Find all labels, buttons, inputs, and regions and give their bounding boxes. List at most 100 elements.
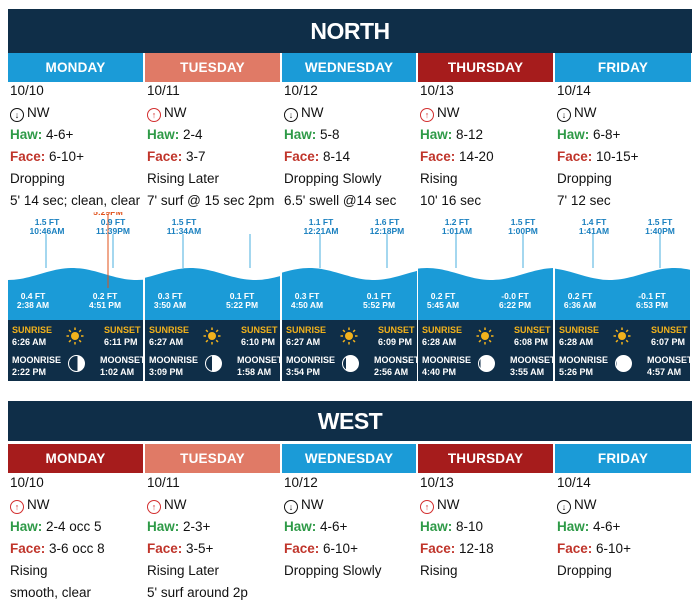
haw-label: Haw: — [420, 519, 453, 534]
haw-value: 4-6+ — [320, 519, 348, 534]
face-label: Face: — [557, 541, 593, 556]
face-value: 3-5+ — [186, 541, 214, 556]
forecast-date: 10/13 — [420, 475, 454, 490]
haw-label: Haw: — [147, 127, 180, 142]
hawaiian-scale-row: Haw: 8-12 — [419, 124, 555, 146]
haw-label: Haw: — [557, 127, 590, 142]
tide-high1-t: 10:46AM — [29, 226, 65, 236]
hawaiian-scale-row: Haw: 6-8+ — [556, 124, 692, 146]
tide-high2: 1.6 FT — [374, 217, 400, 227]
direction-value: NW — [301, 105, 324, 120]
hawaiian-scale-row: Haw: 2-4 — [146, 124, 282, 146]
day-header-monday[interactable]: MONDAY — [8, 444, 143, 473]
hawaiian-scale-row: Haw: 8-10 — [419, 516, 555, 538]
day-header-thursday[interactable]: THURSDAY — [418, 444, 553, 473]
tide-high2-t: 12:18PM — [369, 226, 405, 236]
trend-text: Rising — [420, 171, 458, 186]
haw-label: Haw: — [147, 519, 180, 534]
forecast-column-monday: 10/10 ↓ NW Haw: 4-6+ Face: 6-10+ Dropping 5' 1… — [9, 80, 145, 212]
hawaiian-scale-row: Haw: 5-8 — [283, 124, 419, 146]
trend-text: Rising — [420, 563, 458, 578]
arrow-up-circle-icon: ↑ — [420, 500, 434, 514]
sunrise-label: SUNRISE — [559, 325, 600, 335]
sun-icon — [66, 327, 84, 345]
swell-direction: ↓ NW — [283, 494, 419, 516]
hawaiian-scale-row: Haw: 4-6+ — [556, 516, 692, 538]
tide-low2: 0.2 FT — [92, 291, 118, 301]
arrow-up-circle-icon: ↑ — [10, 500, 24, 514]
haw-value: 4-6+ — [46, 127, 74, 142]
sun-icon — [340, 327, 358, 345]
haw-label: Haw: — [284, 127, 317, 142]
sun-icon — [613, 327, 631, 345]
moonset-time: 1:58 AM — [237, 367, 272, 377]
moon-phase-icon — [478, 355, 495, 372]
day-header-wednesday[interactable]: WEDNESDAY — [282, 444, 416, 473]
tide-chart: 1.5 FT 10:46AM 0.9 FT 11:39PM 0.4 FT 2:38 AM 0… — [8, 212, 143, 320]
tide-chart: 1.1 FT 12:21AM 1.6 FT 12:18PM 0.3 FT 4:50 AM 0… — [282, 212, 417, 320]
day-header-wednesday[interactable]: WEDNESDAY — [282, 53, 416, 82]
sunset-time: 6:09 PM — [378, 337, 413, 347]
face-value: 3-7 — [186, 149, 206, 164]
tide-wave — [418, 234, 553, 320]
moonset-label: MOONSET — [510, 355, 556, 365]
tide-low2-t: 5:52 PM — [362, 300, 396, 310]
swell-direction: ↓ NW — [9, 102, 145, 124]
tide-low2: -0.1 FT — [638, 291, 666, 301]
sunrise-time: 6:27 AM — [149, 337, 184, 347]
day-header-friday[interactable]: FRIDAY — [555, 444, 691, 473]
tide-high2: 1.5 FT — [647, 217, 673, 227]
sunrise-label: SUNRISE — [422, 325, 463, 335]
moonrise-label: MOONRISE — [559, 355, 609, 365]
forecast-date: 10/12 — [284, 475, 318, 490]
sunrise-time: 6:28 AM — [559, 337, 594, 347]
face-height-row: Face: 3-7 — [146, 146, 282, 168]
moonrise-time: 2:22 PM — [12, 367, 47, 377]
sunrise-time: 6:28 AM — [422, 337, 457, 347]
face-value: 6-10+ — [49, 149, 84, 164]
face-label: Face: — [147, 541, 183, 556]
tide-high1-t: 1:01AM — [441, 226, 473, 236]
face-label: Face: — [557, 149, 593, 164]
haw-value: 5-8 — [320, 127, 340, 142]
face-label: Face: — [10, 541, 46, 556]
sun-moon-panel: SUNRISE 6:28 AM SUNSET 6:08 PM MOONRISE 4:40 … — [418, 320, 556, 381]
forecast-note — [556, 582, 692, 604]
day-header-thursday[interactable]: THURSDAY — [418, 53, 553, 82]
face-label: Face: — [284, 541, 320, 556]
sunrise-time: 6:26 AM — [12, 337, 47, 347]
forecast-date: 10/11 — [147, 475, 180, 490]
haw-value: 8-12 — [456, 127, 484, 142]
sunrise-label: SUNRISE — [149, 325, 190, 335]
trend-text: Dropping Slowly — [284, 171, 382, 186]
forecast-column-thursday: 10/13 ↑ NW Haw: 8-12 Face: 14-20 Rising 10' 16… — [419, 80, 555, 212]
sun-moon-panel: SUNRISE 6:26 AM SUNSET 6:11 PM MOONRISE 2:22 … — [8, 320, 146, 381]
day-header-friday[interactable]: FRIDAY — [555, 53, 691, 82]
forecast-column-monday: 10/10 ↑ NW Haw: 2-4 occ 5 Face: 3-6 occ 8 Ris… — [9, 472, 145, 604]
moonset-time: 4:57 AM — [647, 367, 682, 377]
sun-icon — [203, 327, 221, 345]
hawaiian-scale-row: Haw: 4-6+ — [283, 516, 419, 538]
forecast-note: 5' 14 sec; clean, clear — [10, 193, 141, 208]
face-value: 8-14 — [323, 149, 351, 164]
tide-low1-t: 6:36 AM — [563, 300, 597, 310]
forecast-date: 10/10 — [10, 83, 44, 98]
day-header-tuesday[interactable]: TUESDAY — [145, 444, 280, 473]
arrow-up-circle-icon: ↑ — [147, 108, 161, 122]
tide-high1: 1.4 FT — [581, 217, 607, 227]
haw-label: Haw: — [420, 127, 453, 142]
moonrise-time: 3:54 PM — [286, 367, 321, 377]
moonrise-label: MOONRISE — [149, 355, 199, 365]
day-header-monday[interactable]: MONDAY — [8, 53, 143, 82]
tide-low2: -0.0 FT — [501, 291, 529, 301]
sunset-label: SUNSET — [104, 325, 141, 335]
moon-phase-icon — [68, 355, 85, 372]
moonset-label: MOONSET — [647, 355, 693, 365]
direction-value: NW — [437, 497, 460, 512]
face-value: 6-10+ — [596, 541, 631, 556]
face-height-row: Face: 14-20 — [419, 146, 555, 168]
tide-high2-t: 11:39PM — [95, 226, 131, 236]
face-label: Face: — [147, 149, 183, 164]
tide-wave — [555, 234, 690, 320]
day-header-tuesday[interactable]: TUESDAY — [145, 53, 280, 82]
